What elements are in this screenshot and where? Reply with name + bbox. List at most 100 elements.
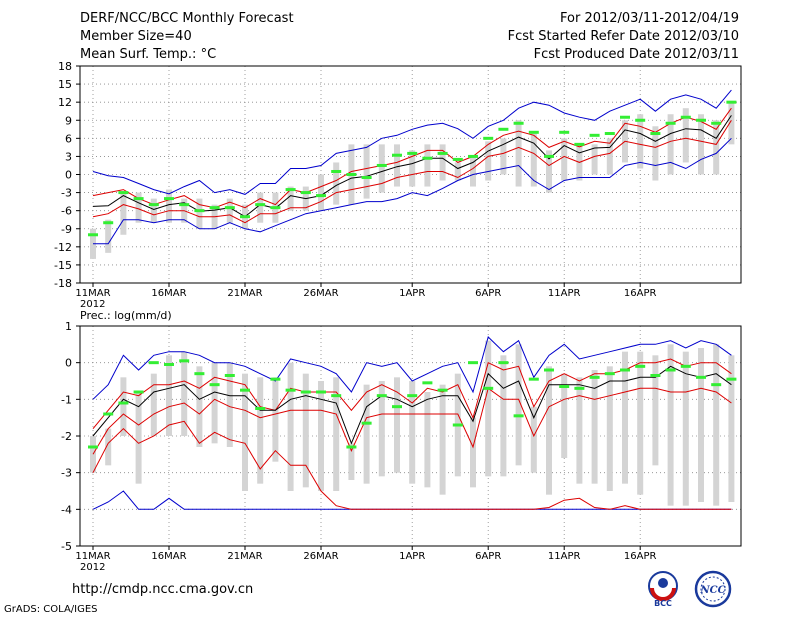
temp-spread-box — [470, 156, 476, 187]
temp-spread-box — [561, 138, 568, 181]
prec-spread-box — [363, 384, 370, 484]
bcc-logo: BCC — [648, 571, 678, 608]
temp-xtick-label: 11APR — [548, 288, 581, 299]
prec-observed-marker — [285, 388, 296, 392]
temp-spread-box — [318, 174, 324, 211]
prec-spread-box — [530, 406, 537, 473]
temp-ytick-label: -18 — [54, 277, 72, 290]
prec-spread-box — [622, 351, 628, 484]
temp-xtick-year: 2012 — [80, 299, 105, 310]
temp-upper-line — [92, 107, 732, 209]
temp-spread-box — [606, 138, 613, 175]
prec-xtick-year: 2012 — [80, 562, 105, 573]
prec-spread-box — [211, 362, 218, 444]
temp-xtick-label: 26MAR — [303, 288, 338, 299]
forecast-period: For 2012/03/11-2012/04/19 — [560, 11, 739, 26]
temp-observed-marker — [559, 130, 570, 134]
prec-observed-marker — [544, 368, 554, 372]
temp-xtick-label: 16MAR — [151, 288, 186, 299]
temp-spread-box — [682, 108, 689, 163]
prec-observed-marker — [194, 372, 205, 376]
prec-ytick-label: -1 — [61, 393, 72, 406]
prec-spread-box — [439, 384, 446, 495]
prec-observed-marker — [452, 423, 463, 427]
temp-observed-marker — [437, 151, 448, 155]
prec-spread-box — [606, 366, 613, 491]
temp-ytick-label: -9 — [61, 223, 72, 236]
temp-observed-marker — [528, 130, 539, 134]
temp-spread-box — [257, 192, 264, 223]
prec-observed-marker — [346, 445, 357, 449]
temp-observed-marker — [270, 206, 281, 210]
temp-observed-marker — [133, 197, 144, 201]
prec-spread-box — [470, 417, 476, 488]
bcc-logo-text: BCC — [654, 599, 672, 608]
temp-spread-box — [120, 192, 127, 235]
prec-max-line — [92, 336, 732, 400]
member-size: Member Size=40 — [80, 29, 192, 44]
prec-ytick-label: -4 — [61, 503, 72, 516]
temp-observed-marker — [346, 173, 357, 176]
prec-observed-marker — [224, 374, 235, 377]
temp-xtick-label: 11MAR — [75, 288, 110, 299]
temp-min-line — [93, 137, 732, 245]
prec-observed-marker — [513, 414, 524, 418]
footer-url[interactable]: http://cmdp.ncc.cma.gov.cn — [72, 582, 254, 597]
temp-ytick-label: -15 — [54, 259, 72, 272]
prec-panel-title: Prec.: log(mm/d) — [80, 309, 172, 322]
temp-spread-box — [105, 219, 112, 253]
prec-ytick-label: -3 — [61, 467, 72, 480]
prec-xtick-label: 11MAR — [75, 551, 110, 562]
temp-observed-marker — [635, 118, 646, 122]
fcst-produced-date: Fcst Produced Date 2012/03/11 — [533, 47, 739, 62]
prec-low-line — [92, 420, 732, 510]
prec-ytick-label: 1 — [65, 320, 72, 333]
prec-lower-line — [92, 387, 732, 455]
prec-observed-marker — [148, 361, 159, 365]
temp-observed-marker — [179, 203, 190, 207]
temp-observed-marker — [194, 209, 205, 213]
prec-observed-marker — [376, 394, 387, 398]
prec-xtick-label: 6APR — [475, 551, 501, 562]
prec-spread-box — [409, 381, 416, 484]
temp-spread-box — [439, 144, 446, 181]
prec-spread-box — [515, 344, 522, 466]
temp-observed-marker — [620, 115, 630, 119]
variable-label: Mean Surf. Temp.: °C — [80, 47, 217, 62]
prec-observed-marker — [696, 375, 706, 379]
prec-observed-marker — [88, 445, 98, 449]
prec-observed-marker — [650, 374, 661, 377]
temp-observed-marker — [255, 203, 266, 207]
prec-spread-box — [667, 344, 674, 506]
prec-spread-box — [591, 370, 598, 484]
temp-observed-marker — [361, 176, 372, 180]
prec-observed-marker — [392, 405, 402, 409]
temp-spread-box — [166, 189, 172, 223]
prec-spread-box — [424, 392, 431, 488]
prec-observed-marker — [437, 388, 448, 392]
ncc-logo-text: NCC — [699, 585, 725, 596]
temp-observed-marker — [468, 154, 478, 158]
prec-spread-box — [713, 344, 720, 506]
prec-spread-box — [394, 377, 400, 473]
temp-observed-marker — [209, 206, 220, 210]
temp-observed-marker — [88, 233, 98, 237]
temp-spread-box — [698, 114, 704, 175]
prec-xtick-label: 1APR — [399, 551, 425, 562]
temp-observed-marker — [118, 191, 129, 195]
temp-observed-marker — [407, 151, 418, 155]
prec-observed-marker — [361, 421, 372, 425]
prec-spread-box — [561, 373, 568, 458]
temp-ytick-label: -6 — [61, 205, 72, 218]
fcst-started-date: Fcst Started Refer Date 2012/03/10 — [507, 29, 739, 44]
temp-xtick-label: 1APR — [399, 288, 425, 299]
temp-spread-box — [409, 150, 416, 187]
prec-spread-box — [181, 351, 188, 436]
temp-spread-box — [287, 186, 294, 211]
temp-xtick-label: 21MAR — [227, 288, 262, 299]
temp-observed-marker — [103, 221, 114, 225]
temp-observed-marker — [498, 127, 509, 131]
temp-spread-box — [713, 120, 720, 175]
temp-ytick-label: 0 — [65, 169, 72, 182]
temp-lower-line — [92, 120, 732, 224]
